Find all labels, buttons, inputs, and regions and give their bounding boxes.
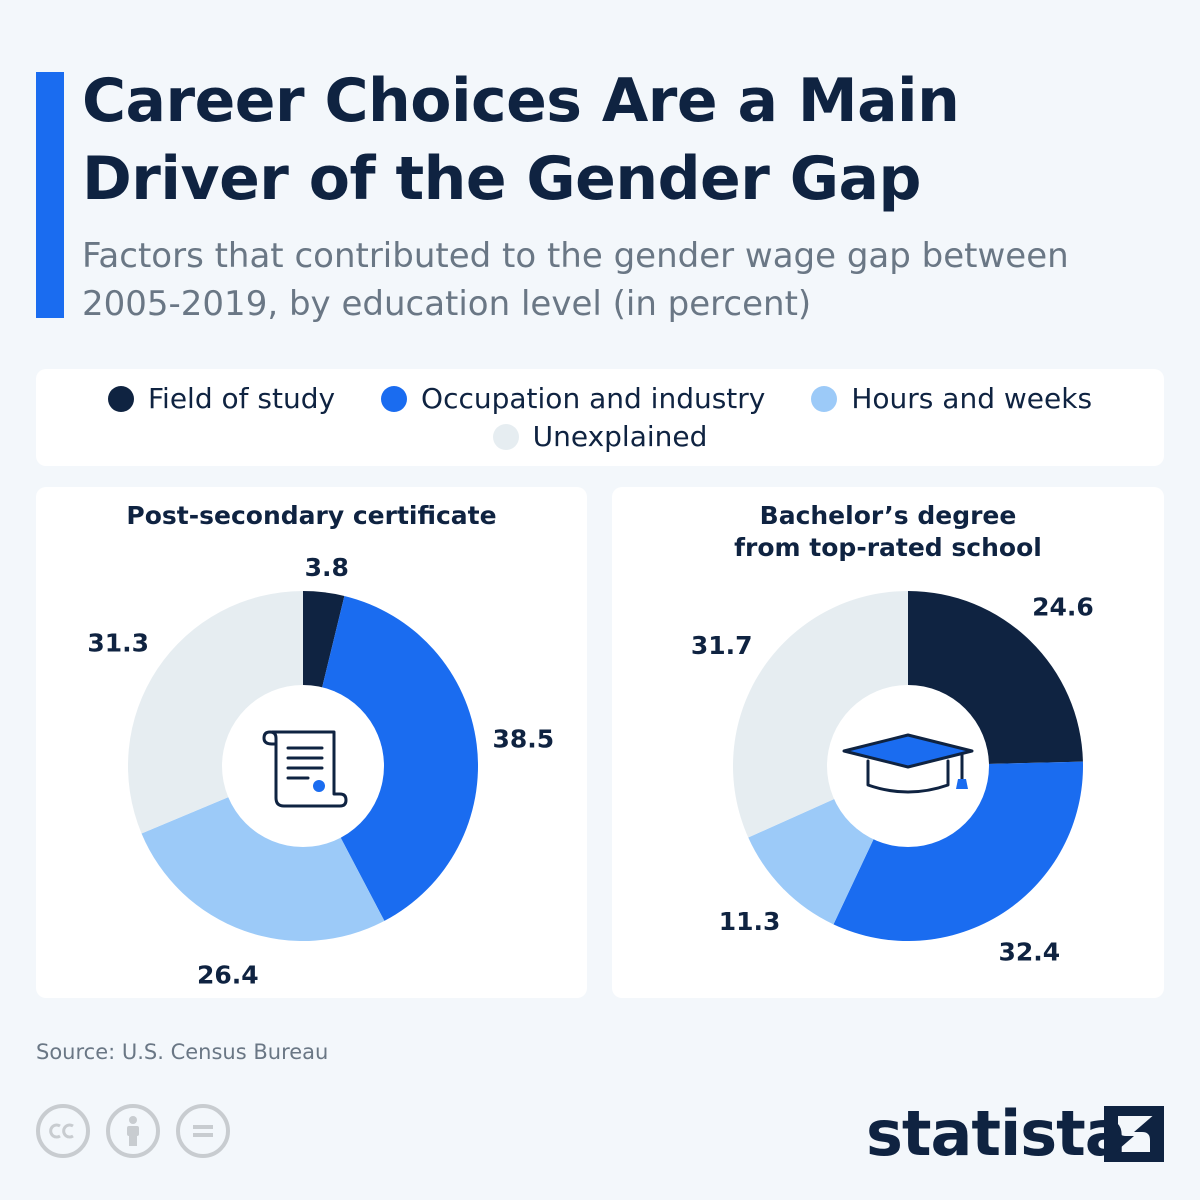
panel-title-line-2: from top-rated school — [734, 533, 1042, 562]
cc-glyph — [49, 1123, 74, 1139]
person-glyph — [127, 1116, 139, 1146]
data-label-hours-weeks: 26.4 — [197, 960, 259, 989]
cc-icon[interactable] — [36, 1104, 90, 1158]
legend-item-unexplained: Unexplained — [492, 419, 708, 454]
donut-chart-post-secondary: 3.8 38.5 26.4 31.3 — [87, 553, 554, 989]
data-label-unexplained: 31.3 — [87, 628, 149, 657]
panel-bachelors: Bachelor’s degree from top-rated school … — [612, 487, 1164, 998]
chart-title: Career Choices Are a Main Driver of the … — [82, 66, 960, 214]
certificate-scroll-icon — [262, 730, 348, 808]
no-derivatives-icon[interactable] — [176, 1104, 230, 1158]
legend-label: Occupation and industry — [421, 381, 766, 415]
legend-label: Field of study — [147, 381, 336, 415]
legend-item-hours-weeks: Hours and weeks — [811, 382, 1092, 416]
legend-label: Unexplained — [532, 419, 708, 453]
panel-title-line-1: Bachelor’s degree — [759, 501, 1017, 530]
equals-glyph — [193, 1125, 213, 1137]
data-label-field-of-study: 3.8 — [305, 553, 349, 582]
legend: Field of study Occupation and industry H… — [36, 369, 1164, 466]
legend-swatch — [811, 385, 838, 412]
source-note: Source: U.S. Census Bureau — [36, 1040, 329, 1064]
graduation-cap-icon — [842, 733, 974, 794]
chart-subtitle: Factors that contributed to the gender w… — [82, 236, 1069, 324]
legend-label: Hours and weeks — [851, 381, 1093, 415]
data-label-hours-weeks: 11.3 — [719, 907, 781, 936]
statista-logo-text[interactable]: statista — [866, 1097, 1127, 1170]
data-label-unexplained: 31.7 — [691, 631, 753, 660]
statista-logo-mark — [1104, 1106, 1164, 1162]
panel-title: Post-secondary certificate — [126, 501, 497, 530]
slice-occupation-industry — [303, 595, 478, 921]
legend-item-occupation-industry: Occupation and industry — [381, 382, 765, 416]
donut-chart-bachelors: 24.6 32.4 11.3 31.7 — [691, 591, 1094, 966]
attribution-icon[interactable] — [106, 1104, 160, 1158]
legend-swatch — [107, 385, 134, 412]
donut-hole — [222, 685, 384, 847]
license-icons — [36, 1104, 230, 1158]
panel-post-secondary: Post-secondary certificate 3.8 38.5 26.4 31… — [36, 487, 587, 998]
legend-item-field-of-study: Field of study — [107, 381, 336, 416]
data-label-field-of-study: 24.6 — [1032, 593, 1094, 622]
title-accent-bar — [36, 72, 64, 318]
legend-swatch — [381, 385, 408, 412]
data-label-occupation-industry: 32.4 — [998, 937, 1060, 966]
data-label-occupation-industry: 38.5 — [492, 724, 554, 753]
legend-swatch — [492, 423, 519, 450]
